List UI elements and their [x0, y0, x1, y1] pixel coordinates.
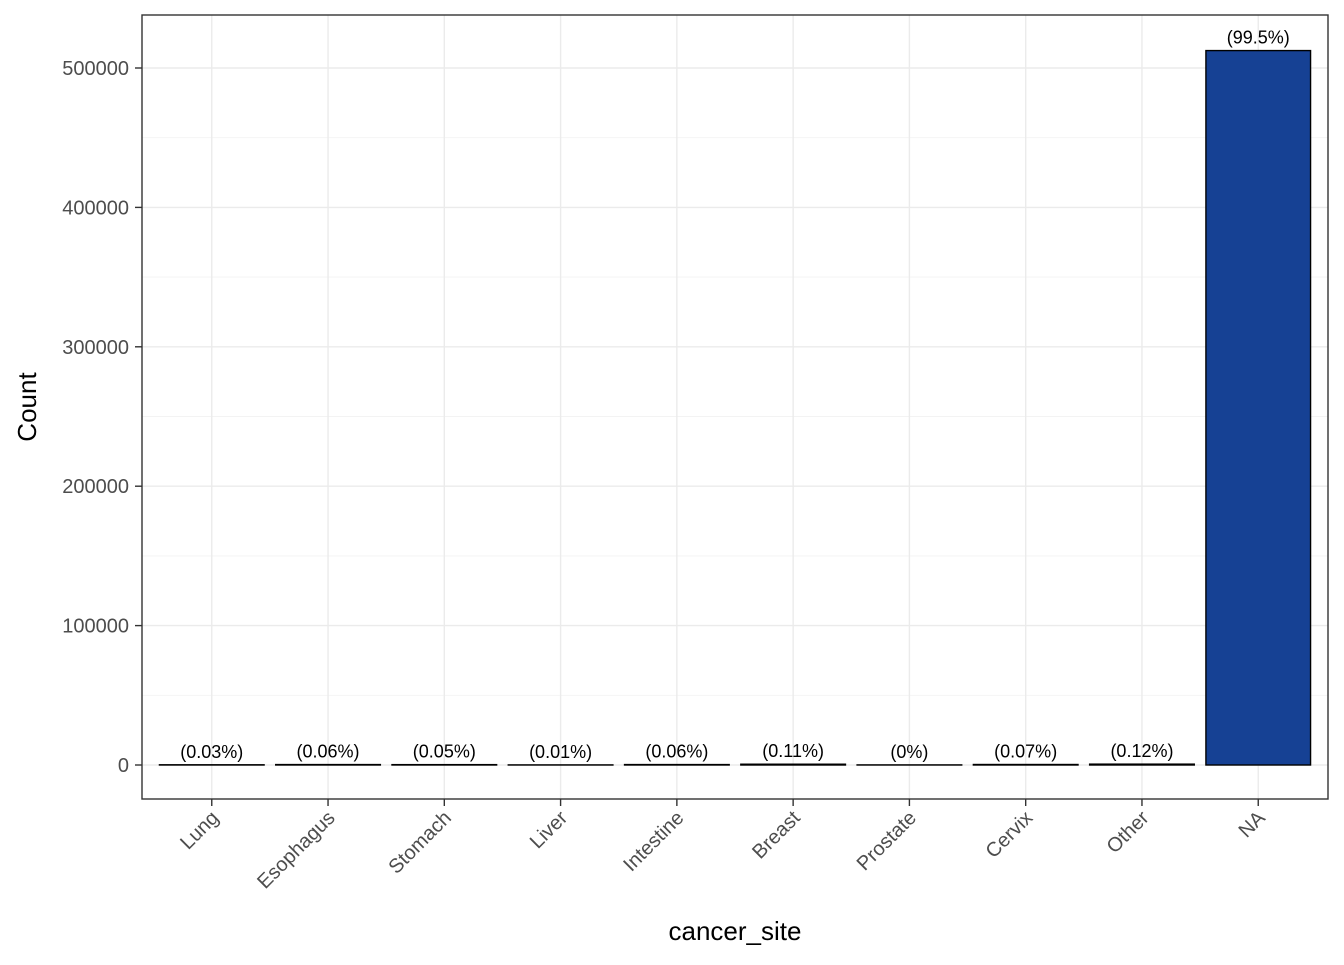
- bar-label-esophagus: (0.06%): [297, 742, 360, 762]
- y-tick-label: 100000: [62, 616, 129, 638]
- bar-label-stomach: (0.05%): [413, 742, 476, 762]
- bar-label-liver: (0.01%): [529, 742, 592, 762]
- y-tick-label: 500000: [62, 58, 129, 80]
- x-tick-label: Breast: [748, 807, 805, 864]
- x-tick-label: Lung: [176, 807, 223, 854]
- bar-na: [1206, 51, 1311, 765]
- bar-label-lung: (0.03%): [180, 742, 243, 762]
- x-tick-label: Esophagus: [253, 807, 339, 893]
- bar-label-prostate: (0%): [890, 742, 928, 762]
- plot-panel: [142, 15, 1328, 799]
- y-tick-label: 300000: [62, 337, 129, 359]
- bar-label-other: (0.12%): [1110, 741, 1173, 761]
- bar-label-breast: (0.11%): [762, 741, 824, 761]
- y-tick-label: 200000: [62, 476, 129, 498]
- y-tick-label: 0: [118, 755, 129, 777]
- x-tick-label: Other: [1103, 807, 1154, 858]
- y-tick-label: 400000: [62, 197, 129, 219]
- x-axis-title: cancer_site: [669, 916, 802, 946]
- x-tick-label: Stomach: [384, 807, 455, 878]
- y-axis: 0 100000 200000 300000 400000 500000: [62, 58, 142, 777]
- bar-label-na: (99.5%): [1227, 28, 1290, 48]
- y-axis-title: Count: [12, 372, 42, 442]
- x-tick-label: NA: [1235, 807, 1271, 843]
- bar-cervix: [973, 764, 1078, 765]
- bar-label-intestine: (0.06%): [645, 742, 708, 762]
- x-tick-label: Intestine: [619, 807, 688, 876]
- x-tick-label: Cervix: [982, 807, 1038, 863]
- bar-other: [1090, 764, 1195, 765]
- x-tick-label: Liver: [526, 807, 572, 853]
- bar-label-cervix: (0.07%): [994, 741, 1057, 761]
- bar-breast: [741, 764, 846, 765]
- x-axis: Lung Esophagus Stomach Liver Intestine Breast…: [176, 799, 1270, 893]
- x-tick-label: Prostate: [853, 807, 921, 875]
